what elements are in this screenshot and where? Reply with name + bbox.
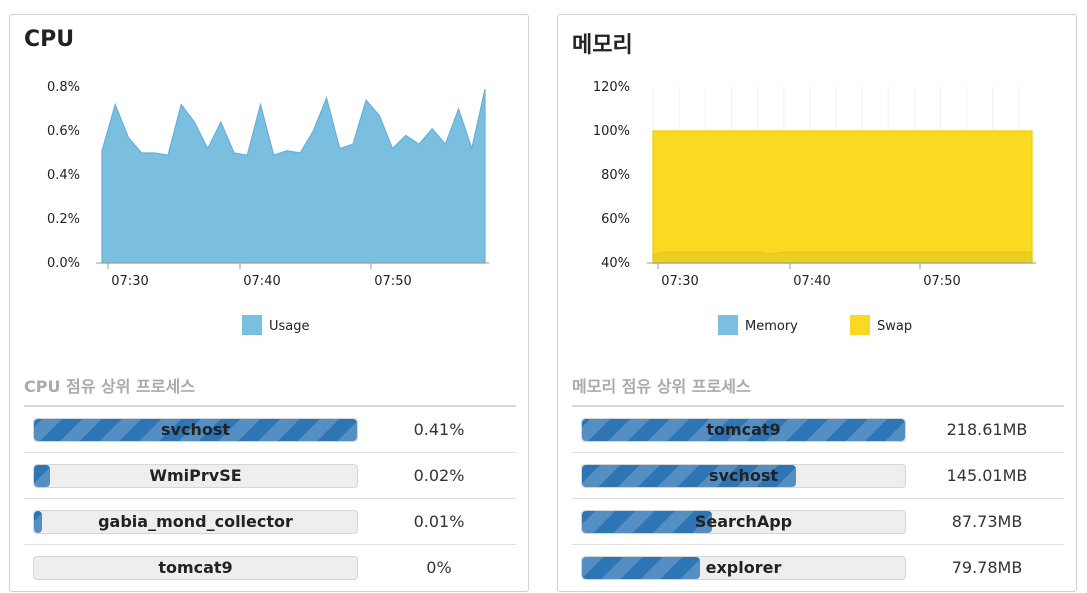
table-row: svchost 145.01MB [572, 453, 1064, 499]
process-value: 0.01% [413, 512, 465, 531]
process-value: 87.73MB [951, 512, 1023, 531]
table-row: SearchApp 87.73MB [572, 499, 1064, 545]
process-value: 0% [426, 558, 452, 577]
table-row: svchost 0.41% [24, 407, 516, 453]
y-tick-label: 0.4% [47, 168, 80, 183]
process-bar: tomcat9 [581, 418, 906, 442]
table-row: gabia_mond_collector 0.01% [24, 499, 516, 545]
process-bar: explorer [581, 556, 906, 580]
process-name: svchost [161, 420, 230, 439]
legend-swatch-usage [242, 315, 262, 335]
x-tick-label: 07:50 [923, 274, 960, 289]
process-value: 218.61MB [946, 420, 1028, 439]
y-tick-label: 120% [593, 80, 630, 95]
y-tick-label: 0.2% [47, 212, 80, 227]
series-area-swap [652, 130, 1033, 264]
cpu-panel: CPU 0.0% 0.2% 0.4% 0.6% 0.8% 07:30 07:40 07:50 U… [9, 14, 529, 592]
process-name: tomcat9 [158, 558, 233, 577]
y-tick-label: 40% [601, 256, 630, 271]
process-bar: WmiPrvSE [33, 464, 358, 488]
cpu-panel-title: CPU [24, 27, 75, 52]
series-area-memory [652, 251, 1033, 264]
process-value: 145.01MB [946, 466, 1028, 485]
memory-panel-title: 메모리 [572, 33, 633, 58]
process-name: explorer [705, 558, 782, 577]
process-name: tomcat9 [706, 420, 781, 439]
process-bar-fill [582, 557, 700, 579]
legend-swatch-swap [850, 315, 870, 335]
process-bar-fill [34, 511, 43, 533]
process-name: gabia_mond_collector [98, 512, 293, 531]
memory-usage-chart: 40% 60% 80% 100% 120% 07:30 07:40 07:50 Memory Sw… [593, 80, 1036, 335]
x-tick-label: 07:40 [793, 274, 830, 289]
table-row: explorer 79.78MB [572, 545, 1064, 591]
process-name: svchost [709, 466, 778, 485]
process-bar-fill [582, 511, 712, 533]
process-bar: svchost [581, 464, 906, 488]
table-row: tomcat9 0% [24, 545, 516, 591]
memory-process-table: tomcat9 218.61MB svchost 145.01MB Search… [572, 405, 1064, 591]
table-row: WmiPrvSE 0.02% [24, 453, 516, 499]
process-bar: gabia_mond_collector [33, 510, 358, 534]
process-name: WmiPrvSE [149, 466, 242, 485]
process-bar-fill [582, 465, 797, 487]
process-name: SearchApp [694, 512, 793, 531]
cpu-usage-chart: 0.0% 0.2% 0.4% 0.6% 0.8% 07:30 07:40 07:50 Usage [47, 80, 489, 335]
y-tick-label: 0.8% [47, 80, 80, 95]
table-row: tomcat9 218.61MB [572, 407, 1064, 453]
cpu-top-processes-title: CPU 점유 상위 프로세스 [24, 377, 195, 396]
process-value: 0.02% [413, 466, 465, 485]
y-tick-label: 80% [601, 168, 630, 183]
x-tick-label: 07:30 [661, 274, 698, 289]
cpu-process-table: svchost 0.41% WmiPrvSE 0.02% gabia_mond_… [24, 405, 516, 591]
process-bar-fill [34, 465, 51, 487]
x-tick-label: 07:30 [111, 274, 148, 289]
x-tick-label: 07:50 [374, 274, 411, 289]
y-tick-label: 0.6% [47, 124, 80, 139]
process-bar: tomcat9 [33, 556, 358, 580]
legend-label-memory: Memory [745, 319, 798, 334]
process-bar: SearchApp [581, 510, 906, 534]
y-tick-label: 100% [593, 124, 630, 139]
memory-top-processes-title: 메모리 점유 상위 프로세스 [572, 377, 751, 396]
memory-panel: 메모리 40% 60% 80% 100% 120% 07:30 07:40 07:50 Memo… [557, 14, 1077, 592]
process-value: 0.41% [413, 420, 465, 439]
series-area-usage [101, 89, 486, 264]
process-value: 79.78MB [951, 558, 1023, 577]
process-bar-fill [34, 419, 357, 441]
legend-label-swap: Swap [877, 319, 912, 334]
legend-swatch-memory [718, 315, 738, 335]
legend-label-usage: Usage [269, 319, 310, 334]
process-bar: svchost [33, 418, 358, 442]
y-tick-label: 60% [601, 212, 630, 227]
process-bar-fill [582, 419, 905, 441]
y-tick-label: 0.0% [47, 256, 80, 271]
x-tick-label: 07:40 [243, 274, 280, 289]
